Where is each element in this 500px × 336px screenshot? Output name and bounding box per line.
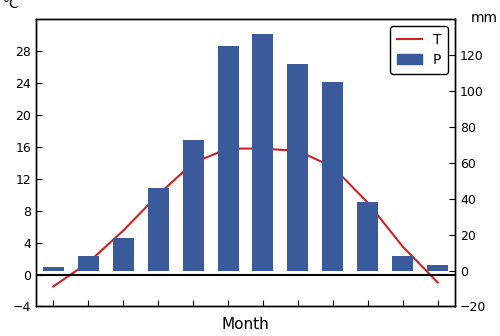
Bar	[358, 202, 378, 270]
Legend: T, P: T, P	[390, 26, 448, 74]
Bar	[78, 256, 98, 270]
Bar	[322, 82, 344, 270]
Bar	[148, 188, 169, 270]
Y-axis label: mm: mm	[471, 11, 498, 25]
Y-axis label: °C: °C	[2, 0, 19, 11]
Bar	[43, 267, 64, 270]
Bar	[112, 238, 134, 270]
Bar	[427, 265, 448, 270]
X-axis label: Month: Month	[222, 317, 270, 332]
Bar	[218, 46, 238, 270]
Bar	[392, 256, 413, 270]
Bar	[182, 139, 204, 270]
Bar	[288, 64, 308, 270]
Bar	[252, 34, 274, 270]
